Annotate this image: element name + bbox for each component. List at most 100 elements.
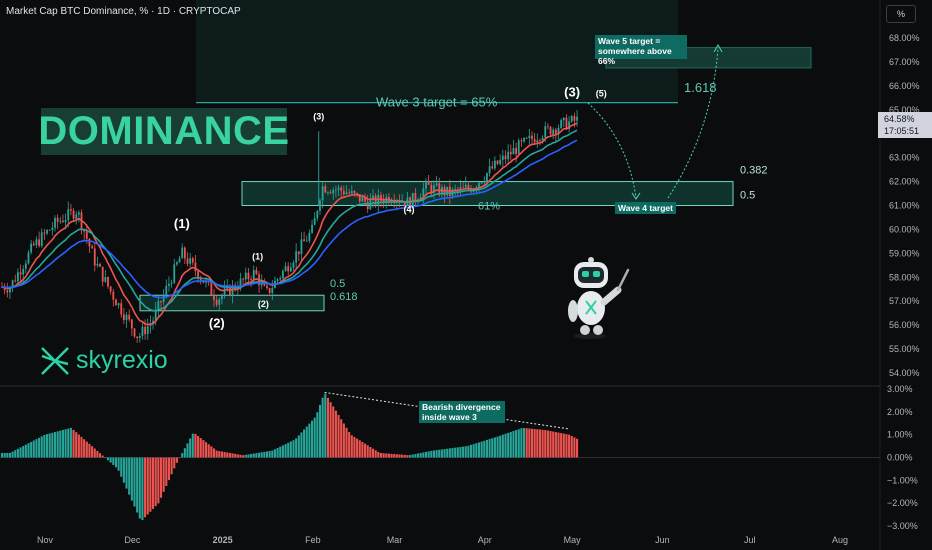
osc-bar (202, 440, 205, 458)
y-tick-label: 61.00% (889, 201, 920, 211)
osc-bar (210, 446, 213, 458)
candle-body (35, 239, 38, 246)
osc-bar (565, 434, 568, 458)
osc-bar (32, 440, 35, 458)
candle-body (117, 303, 120, 306)
osc-bar (480, 441, 483, 458)
y-tick-label: 63.00% (889, 153, 920, 163)
candle-body (539, 140, 541, 142)
candle-body (268, 288, 271, 293)
osc-bar (361, 441, 364, 458)
wave-label: (2) (209, 316, 225, 331)
candle-body (27, 252, 30, 264)
candle-body (276, 279, 279, 282)
wave5-note-line1: Wave 5 target = (598, 36, 661, 46)
osc-bar (69, 427, 72, 458)
candle-body (123, 314, 125, 321)
candle-body (6, 290, 9, 293)
osc-bar (228, 452, 231, 458)
osc-bar (35, 439, 38, 458)
y-tick-label: 62.00% (889, 177, 920, 187)
osc-bar (109, 457, 112, 463)
osc-bar (345, 427, 348, 458)
wave-label: (5) (596, 89, 607, 99)
osc-bar (183, 448, 186, 458)
moving-average-slow (1, 139, 578, 299)
osc-bar (152, 457, 155, 509)
candle-body (48, 230, 51, 231)
candle-body (213, 294, 215, 300)
osc-bar (6, 452, 9, 458)
osc-bar (53, 432, 57, 458)
wave-label: (1) (174, 216, 190, 231)
osc-bar (175, 457, 178, 463)
osc-bar (141, 457, 144, 521)
osc-bar (382, 453, 385, 458)
osc-bar (515, 430, 518, 458)
wave4-arrowhead (631, 192, 641, 200)
oscillator-layer (0, 391, 880, 521)
y-tick-label: 66.00% (889, 81, 920, 91)
osc-bar (485, 439, 488, 458)
osc-bar (316, 412, 319, 458)
osc-bar (91, 446, 94, 458)
candle-body (570, 116, 573, 122)
osc-bar (197, 435, 200, 458)
candle-body (303, 239, 305, 242)
candle-body (499, 159, 502, 165)
osc-bar (417, 453, 420, 458)
osc-bar (205, 442, 208, 458)
wave5-note-line2: somewhere above 66% (598, 46, 672, 66)
candle-body (515, 148, 517, 154)
candle-body (483, 181, 486, 183)
candle-body (96, 263, 99, 266)
candle-body (517, 140, 520, 154)
osc-bar (364, 443, 367, 458)
candle-body (223, 288, 226, 296)
osc-bar (318, 404, 322, 458)
osc-bar (0, 452, 4, 458)
candle-body (141, 326, 144, 337)
candle-body (72, 210, 75, 219)
osc-bar (496, 436, 499, 458)
zones-layer (139, 0, 812, 312)
candle-body (358, 194, 361, 202)
osc-bar (244, 454, 247, 458)
candle-body (282, 270, 284, 278)
osc-bar (11, 451, 14, 458)
candle-body (297, 251, 300, 255)
divergence-note-line1: Bearish divergence (422, 402, 501, 412)
candle-body (380, 195, 382, 201)
candle-body (536, 140, 539, 143)
candle-body (186, 258, 189, 264)
candle-body (104, 276, 107, 282)
osc-bar (409, 455, 412, 458)
osc-bar (570, 436, 573, 458)
osc-bar (432, 450, 435, 458)
osc-bar (300, 432, 303, 458)
osc-bar (85, 441, 88, 458)
candle-body (377, 195, 380, 205)
osc-bar (549, 431, 552, 458)
osc-bar (234, 453, 237, 458)
osc-bar (186, 443, 189, 458)
candle-body (512, 148, 515, 155)
unit-button[interactable]: % (886, 5, 916, 23)
x-tick-label: Jul (744, 535, 756, 545)
osc-bar (358, 440, 361, 458)
symbol-header[interactable]: Market Cap BTC Dominance, % · 1D · CRYPT… (6, 6, 241, 17)
osc-bar (305, 426, 308, 458)
osc-bar (509, 431, 512, 458)
candle-body (157, 301, 160, 310)
osc-bar (332, 406, 335, 458)
osc-bar (321, 397, 324, 458)
osc-bar (401, 454, 404, 458)
candle-body (491, 166, 494, 169)
osc-bar (430, 450, 433, 458)
candle-body (11, 280, 14, 289)
candle-body (178, 258, 181, 263)
brand-mark-icon (41, 347, 69, 375)
candle-body (170, 282, 173, 284)
osc-bar (326, 397, 329, 458)
